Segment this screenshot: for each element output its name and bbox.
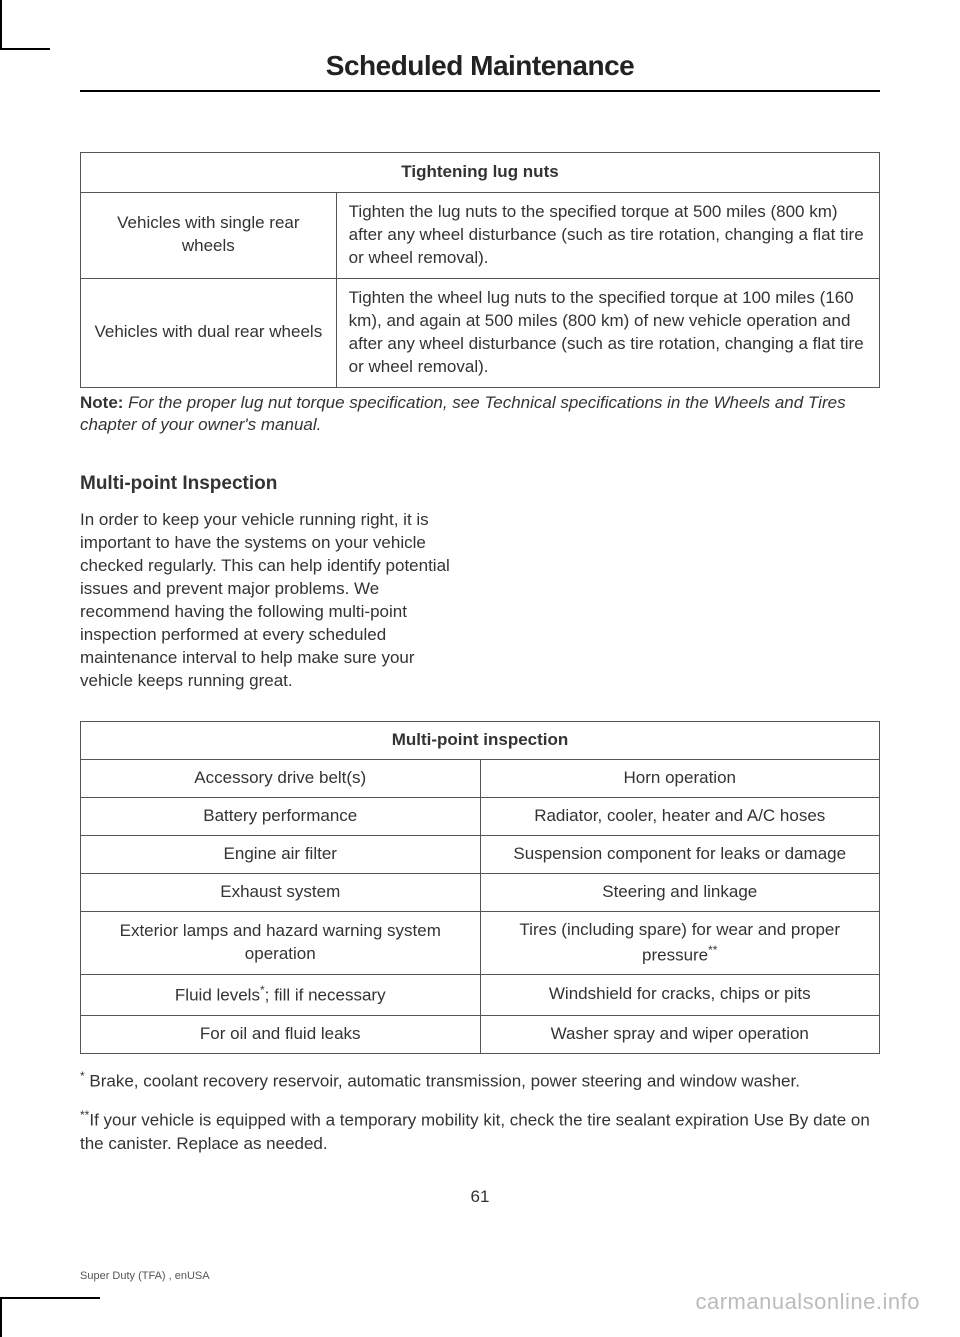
footnote-mark: ** — [708, 943, 717, 957]
section-heading: Multi-point Inspection — [80, 473, 880, 495]
mp-cell: Fluid levels*; fill if necessary — [81, 975, 481, 1016]
body-paragraph: In order to keep your vehicle running ri… — [80, 509, 460, 693]
table-row: Exhaust systemSteering and linkage — [81, 873, 880, 911]
table-row: Accessory drive belt(s)Horn operation — [81, 759, 880, 797]
note-paragraph: Note: For the proper lug nut torque spec… — [80, 392, 880, 438]
mp-cell: Engine air filter — [81, 835, 481, 873]
mp-cell: Battery performance — [81, 797, 481, 835]
table-row: Vehicles with single rear wheels Tighten… — [81, 192, 880, 278]
lug-table-header: Tightening lug nuts — [81, 153, 880, 193]
mp-cell: Exterior lamps and hazard warning system… — [81, 911, 481, 975]
lug-row-label: Vehicles with single rear wheels — [81, 192, 337, 278]
lug-row-text: Tighten the lug nuts to the specified to… — [336, 192, 879, 278]
footnote-2: **If your vehicle is equipped with a tem… — [80, 1107, 880, 1156]
table-row: Battery performanceRadiator, cooler, hea… — [81, 797, 880, 835]
footer-right-watermark: carmanualsonline.info — [695, 1289, 920, 1315]
mp-cell: Windshield for cracks, chips or pits — [480, 975, 880, 1016]
mp-cell: Exhaust system — [81, 873, 481, 911]
mp-cell: Suspension component for leaks or damage — [480, 835, 880, 873]
mp-cell: Steering and linkage — [480, 873, 880, 911]
page-number: 61 — [0, 1187, 960, 1207]
mp-cell: Washer spray and wiper operation — [480, 1015, 880, 1053]
lug-row-label: Vehicles with dual rear wheels — [81, 278, 337, 387]
mp-table-header: Multi-point inspection — [81, 721, 880, 759]
page-title: Scheduled Maintenance — [80, 50, 880, 82]
title-rule — [80, 90, 880, 92]
mp-cell: For oil and fluid leaks — [81, 1015, 481, 1053]
table-row: Exterior lamps and hazard warning system… — [81, 911, 880, 975]
lug-row-text: Tighten the wheel lug nuts to the specif… — [336, 278, 879, 387]
crop-mark-tl — [0, 0, 50, 50]
footnote-1: * Brake, coolant recovery reservoir, aut… — [80, 1068, 880, 1094]
mp-cell: Radiator, cooler, heater and A/C hoses — [480, 797, 880, 835]
multi-point-table: Multi-point inspection Accessory drive b… — [80, 721, 880, 1054]
table-row: For oil and fluid leaksWasher spray and … — [81, 1015, 880, 1053]
note-text: For the proper lug nut torque specificat… — [80, 393, 846, 435]
lug-nuts-table: Tightening lug nuts Vehicles with single… — [80, 152, 880, 388]
note-label: Note: — [80, 393, 123, 412]
table-row: Vehicles with dual rear wheels Tighten t… — [81, 278, 880, 387]
mp-cell: Tires (including spare) for wear and pro… — [480, 911, 880, 975]
crop-mark-bl — [0, 1297, 100, 1337]
mp-cell: Horn operation — [480, 759, 880, 797]
table-row: Fluid levels*; fill if necessaryWindshie… — [81, 975, 880, 1016]
footer-left: Super Duty (TFA) , enUSA — [80, 1270, 210, 1282]
mp-cell: Accessory drive belt(s) — [81, 759, 481, 797]
table-row: Engine air filterSuspension component fo… — [81, 835, 880, 873]
